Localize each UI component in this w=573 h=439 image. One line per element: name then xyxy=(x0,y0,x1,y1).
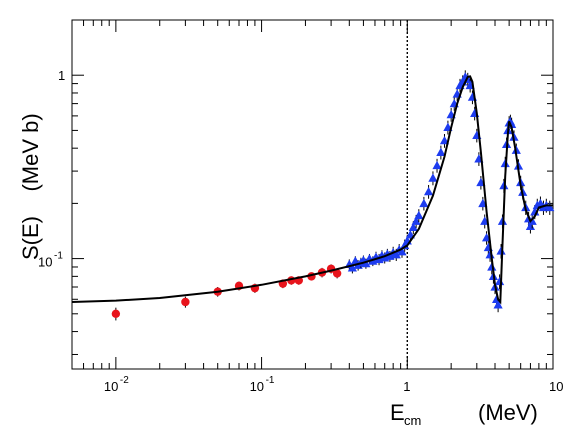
major-ticks xyxy=(72,20,554,369)
data-point xyxy=(496,246,506,255)
y-tick-label: 10 xyxy=(38,255,52,270)
x-tick-label: 10 xyxy=(250,379,264,394)
data-point xyxy=(332,269,342,278)
x-tick-label: 1 xyxy=(403,379,410,394)
data-point xyxy=(436,147,446,156)
data-point xyxy=(545,202,555,212)
fit-curve xyxy=(71,75,553,305)
x-tick-label: 10 xyxy=(549,379,563,394)
data-point xyxy=(347,263,357,272)
data-point xyxy=(525,221,536,230)
data-point xyxy=(411,216,421,225)
y-tick-label: 1 xyxy=(58,68,65,83)
x-axis-label-main: E xyxy=(390,400,405,425)
series-red-circles xyxy=(111,264,342,321)
data-point xyxy=(527,216,537,225)
data-point xyxy=(419,198,429,208)
data-point xyxy=(361,258,371,268)
y-tick-label-exponent: -1 xyxy=(54,251,63,262)
minor-ticks xyxy=(71,19,553,369)
x-tick-label-exponent: -1 xyxy=(266,375,275,386)
data-point xyxy=(408,222,418,232)
data-point xyxy=(397,247,407,256)
data-point xyxy=(432,160,442,170)
data-point xyxy=(423,186,434,196)
data-point xyxy=(428,173,438,182)
plot-frame xyxy=(71,19,554,370)
series-blue-triangles xyxy=(344,70,555,313)
y-tick-labels: 10 -1 1 xyxy=(38,68,65,269)
data-point xyxy=(391,250,401,259)
x-tick-label: 10 xyxy=(104,379,118,394)
data-point xyxy=(111,309,121,318)
x-tick-label-exponent: -2 xyxy=(120,375,129,386)
x-axis-label-sub: cm xyxy=(404,413,421,428)
data-point xyxy=(181,297,190,307)
x-axis-label-unit: (MeV) xyxy=(478,400,538,425)
data-point xyxy=(414,210,424,220)
data-point xyxy=(493,300,503,309)
x-tick-labels: 10 -2 10 -1 1 10 xyxy=(104,375,564,394)
series-layer xyxy=(111,70,555,321)
y-axis-label: S(E) (MeV b) xyxy=(18,113,43,260)
